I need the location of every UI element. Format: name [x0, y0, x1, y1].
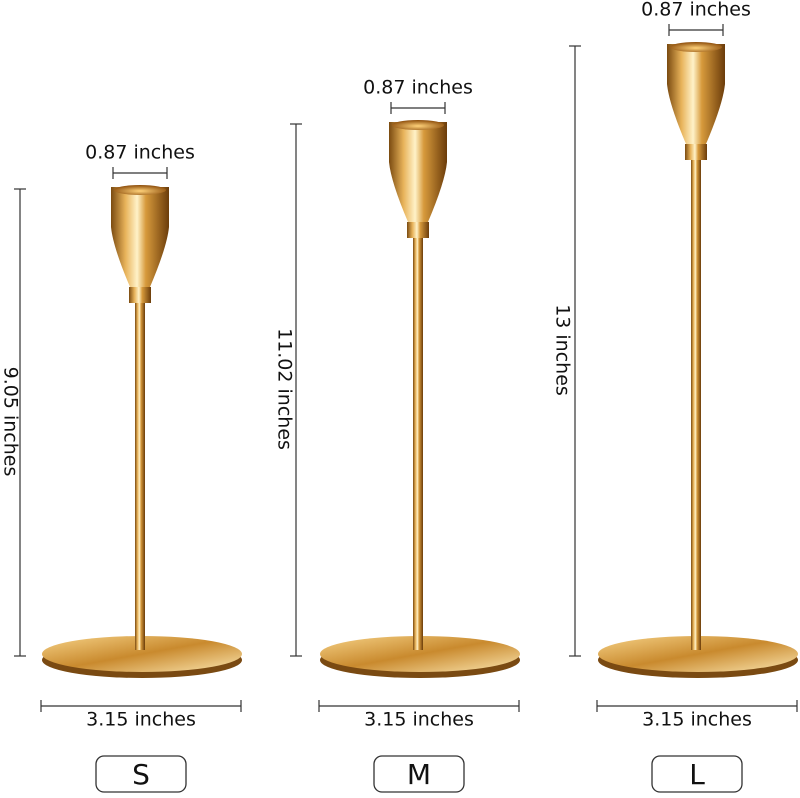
size-label: L	[689, 758, 705, 791]
height-label: 11.02 inches	[274, 328, 296, 450]
stem	[413, 237, 423, 650]
cup	[389, 122, 447, 222]
cup-opening	[392, 120, 444, 130]
size-badge	[373, 755, 465, 793]
base	[598, 636, 798, 672]
height-label: 9.05 inches	[0, 367, 22, 477]
collar	[407, 222, 429, 238]
candle-holder: 0.87 inches 13 inches 3.15 inches L	[552, 0, 798, 793]
base-width-label: 3.15 inches	[642, 709, 752, 731]
cup	[111, 187, 169, 287]
base	[320, 636, 520, 672]
collar	[129, 287, 151, 303]
stem	[135, 302, 145, 650]
size-label: M	[407, 758, 431, 791]
size-badge	[95, 755, 187, 793]
candle-holder: 0.87 inches 9.05 inches 3.15 inches S	[0, 142, 242, 793]
base-width-label: 3.15 inches	[86, 709, 196, 731]
candle-holder: 0.87 inches 11.02 inches 3.15 inches M	[274, 77, 520, 793]
cup-opening	[114, 185, 166, 195]
cup-width-label: 0.87 inches	[641, 0, 751, 21]
stem	[691, 159, 701, 650]
size-label: S	[132, 758, 150, 791]
collar	[685, 144, 707, 160]
cup-width-label: 0.87 inches	[85, 142, 195, 164]
size-badge	[651, 755, 743, 793]
cup-width-label: 0.87 inches	[363, 77, 473, 99]
base	[42, 636, 242, 672]
base-width-label: 3.15 inches	[364, 709, 474, 731]
cup	[667, 44, 725, 144]
cup-opening	[670, 42, 722, 52]
height-label: 13 inches	[552, 304, 574, 396]
